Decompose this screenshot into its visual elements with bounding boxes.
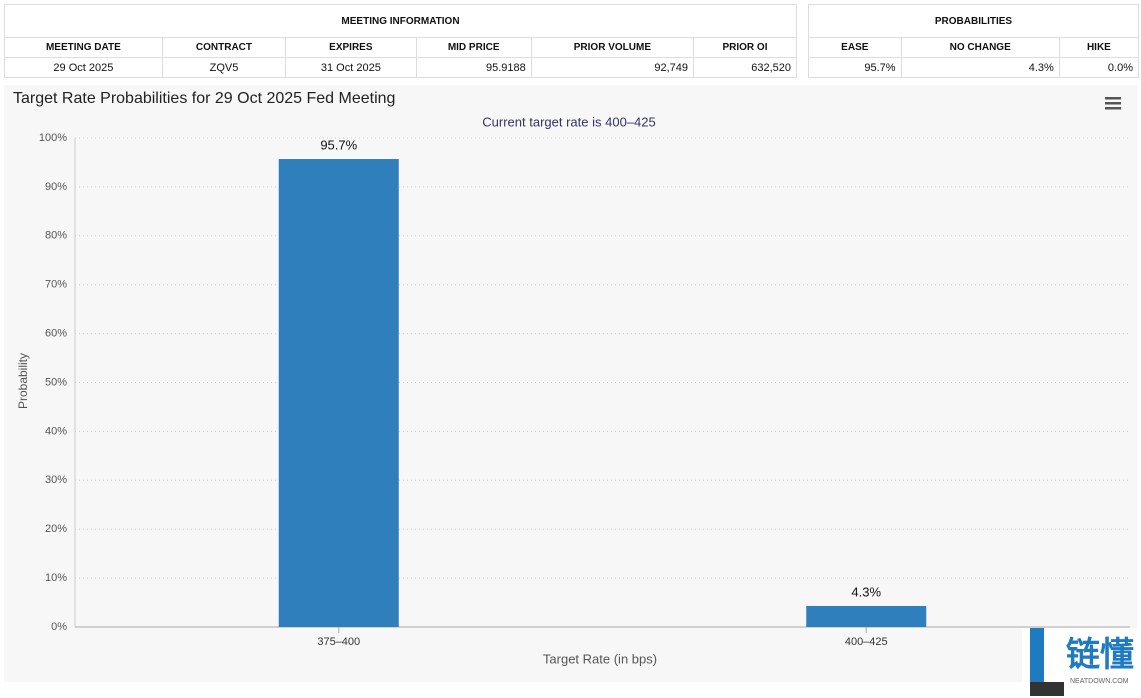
y-tick-label: 60% (45, 328, 67, 340)
y-tick-label: 80% (45, 230, 67, 242)
value-label: 95.7% (320, 137, 357, 152)
watermark-text: 链懂 (1066, 636, 1134, 674)
title-row: MEETING INFORMATION (4, 4, 797, 38)
header-row: MEETING DATE CONTRACT EXPIRES MID PRICE PRIO… (4, 37, 798, 58)
value-label: 4.3% (851, 584, 881, 599)
column-header: PRIOR VOLUME (530, 37, 694, 58)
cell: 95.9188 (415, 57, 532, 78)
column-header: EXPIRES (285, 37, 417, 58)
y-tick-label: 90% (45, 181, 67, 193)
bar (278, 159, 399, 627)
data-row: 29 Oct 2025 ZQV5 31 Oct 2025 95.9188 92,749 6… (4, 57, 798, 78)
x-tick-label: 375–400 (317, 636, 360, 648)
column-header: PRIOR OI (692, 37, 798, 58)
y-tick-label: 100% (39, 132, 67, 144)
cell: ZQV5 (161, 57, 287, 78)
y-tick-label: 10% (45, 572, 67, 584)
watermark-logo (1030, 628, 1064, 696)
chart-title: Target Rate Probabilities for 29 Oct 202… (13, 90, 395, 107)
x-axis-label: Target Rate (in bps) (543, 651, 657, 666)
column-header: HIKE (1058, 37, 1140, 58)
probabilities-table: PROBABILITIES EASE NO CHANGE HIKE 95.7% 4.3% 0… (808, 4, 1140, 78)
x-tick-label: 400–425 (845, 636, 888, 648)
cell: 632,520 (692, 57, 798, 78)
bar (806, 605, 927, 627)
cell: 29 Oct 2025 (4, 57, 163, 78)
cell: 95.7% (808, 57, 902, 78)
watermark: 链懂 NEATDOWN.COM (1022, 628, 1141, 698)
y-tick-label: 50% (45, 376, 67, 388)
meeting-table: MEETING INFORMATION MEETING DATE CONTRACT E… (4, 4, 798, 78)
column-header: NO CHANGE (900, 37, 1060, 58)
menu-icon[interactable] (1105, 97, 1121, 110)
cell: 31 Oct 2025 (285, 57, 417, 78)
data-row: 95.7% 4.3% 0.0% (808, 57, 1140, 78)
cell: 92,749 (530, 57, 694, 78)
chart-subtitle: Current target rate is 400–425 (482, 114, 655, 129)
chart-background (4, 85, 1138, 682)
column-header: MID PRICE (415, 37, 532, 58)
y-tick-label: 0% (51, 621, 67, 633)
y-tick-label: 20% (45, 523, 67, 535)
y-axis-label: Probability (16, 353, 30, 409)
cell: 4.3% (900, 57, 1060, 78)
column-header: EASE (808, 37, 902, 58)
title-row: PROBABILITIES (808, 4, 1139, 38)
table-title: MEETING INFORMATION (4, 4, 797, 38)
y-tick-label: 70% (45, 279, 67, 291)
watermark-sub: NEATDOWN.COM (1070, 678, 1129, 685)
cell: 0.0% (1058, 57, 1140, 78)
y-tick-label: 30% (45, 474, 67, 486)
column-header: MEETING DATE (4, 37, 163, 58)
table-title: PROBABILITIES (808, 4, 1139, 38)
header-row: EASE NO CHANGE HIKE (808, 37, 1140, 58)
chart: Target Rate Probabilities for 29 Oct 202… (4, 85, 1138, 682)
y-tick-label: 40% (45, 425, 67, 437)
column-header: CONTRACT (161, 37, 287, 58)
